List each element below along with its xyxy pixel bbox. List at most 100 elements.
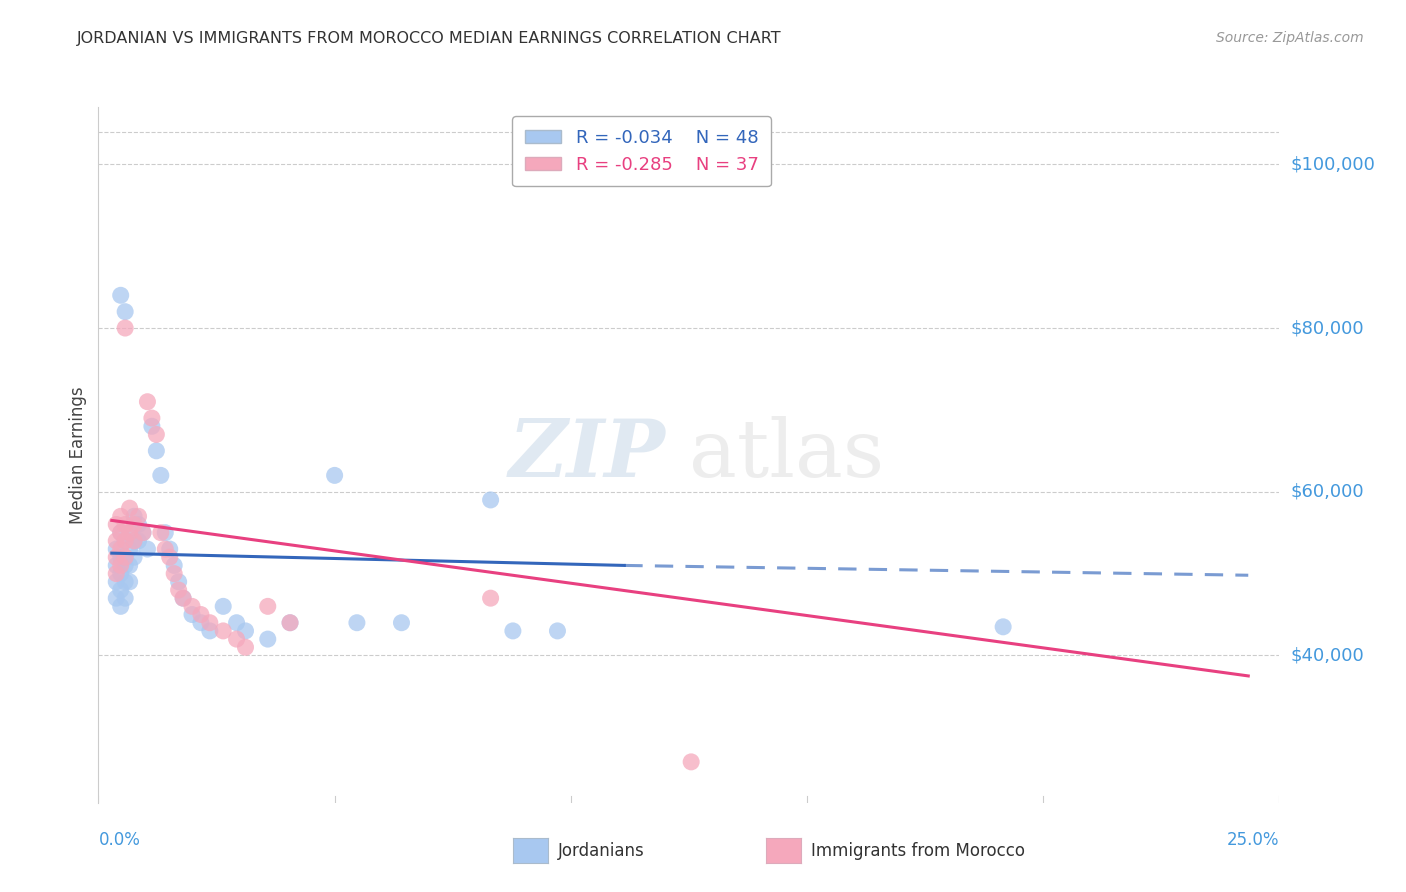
Point (391, 615, 413, 630)
Point (163, 558, 186, 573)
Text: $60,000: $60,000 (1291, 483, 1364, 500)
Point (479, 591, 502, 606)
Point (181, 607, 204, 622)
Point (155, 525, 177, 540)
Point (136, 542, 159, 557)
Point (502, 624, 524, 638)
Y-axis label: Median Earnings: Median Earnings (69, 386, 87, 524)
Point (167, 574, 190, 589)
Point (122, 533, 145, 548)
Point (163, 566, 186, 581)
Point (114, 550, 136, 565)
Point (118, 574, 141, 589)
Point (122, 517, 145, 532)
Point (190, 615, 212, 630)
Text: Jordanians: Jordanians (558, 842, 645, 860)
Point (136, 394, 159, 409)
Point (122, 509, 145, 524)
Point (110, 509, 132, 524)
Point (114, 591, 136, 606)
Point (149, 468, 172, 483)
Point (167, 582, 190, 597)
Text: JORDANIAN VS IMMIGRANTS FROM MOROCCO MEDIAN EARNINGS CORRELATION CHART: JORDANIAN VS IMMIGRANTS FROM MOROCCO MED… (77, 31, 782, 46)
Point (114, 558, 136, 573)
Point (278, 615, 301, 630)
Text: $80,000: $80,000 (1291, 319, 1364, 337)
Point (114, 321, 136, 335)
Point (132, 525, 155, 540)
Point (256, 632, 278, 646)
Point (118, 525, 141, 540)
Point (128, 509, 150, 524)
Point (132, 525, 155, 540)
Point (141, 419, 163, 434)
Point (323, 468, 346, 483)
Point (235, 640, 257, 655)
Point (114, 304, 136, 318)
Point (110, 542, 132, 557)
Legend: R = -0.034    N = 48, R = -0.285    N = 37: R = -0.034 N = 48, R = -0.285 N = 37 (512, 116, 770, 186)
Point (114, 550, 136, 565)
Point (225, 615, 247, 630)
Point (110, 558, 132, 573)
Point (190, 607, 212, 622)
Text: 0.0%: 0.0% (98, 830, 141, 848)
Point (114, 517, 136, 532)
Text: ZIP: ZIP (509, 417, 665, 493)
Point (110, 566, 132, 581)
Point (172, 591, 194, 606)
Text: $100,000: $100,000 (1291, 155, 1375, 173)
Point (114, 533, 136, 548)
Point (235, 624, 257, 638)
Point (128, 517, 150, 532)
Point (122, 550, 145, 565)
Point (118, 558, 141, 573)
Point (155, 542, 177, 557)
Point (991, 620, 1014, 634)
Point (145, 443, 167, 458)
Point (159, 542, 181, 557)
Point (110, 582, 132, 597)
Point (225, 632, 247, 646)
Point (105, 566, 128, 581)
Point (110, 525, 132, 540)
Point (114, 574, 136, 589)
Point (118, 525, 141, 540)
Point (105, 517, 128, 532)
Text: Source: ZipAtlas.com: Source: ZipAtlas.com (1216, 31, 1364, 45)
Point (122, 533, 145, 548)
Point (212, 624, 235, 638)
Point (105, 591, 128, 606)
Point (110, 550, 132, 565)
Point (212, 599, 235, 614)
Point (114, 533, 136, 548)
Point (118, 501, 141, 516)
Point (105, 542, 128, 557)
Point (181, 599, 204, 614)
Point (346, 615, 368, 630)
Point (110, 525, 132, 540)
Point (198, 615, 221, 630)
Point (149, 525, 172, 540)
Point (256, 599, 278, 614)
Point (110, 288, 132, 302)
Text: 25.0%: 25.0% (1227, 830, 1279, 848)
Point (172, 591, 194, 606)
Text: atlas: atlas (689, 416, 884, 494)
Point (110, 599, 132, 614)
Point (278, 615, 301, 630)
Point (118, 542, 141, 557)
Point (546, 624, 568, 638)
Point (198, 624, 221, 638)
Point (105, 574, 128, 589)
Text: Immigrants from Morocco: Immigrants from Morocco (811, 842, 1025, 860)
Point (479, 492, 502, 507)
Text: $40,000: $40,000 (1291, 647, 1364, 665)
Point (681, 755, 703, 769)
Point (128, 533, 150, 548)
Point (105, 558, 128, 573)
Point (105, 533, 128, 548)
Point (145, 427, 167, 442)
Point (159, 550, 181, 565)
Point (105, 550, 128, 565)
